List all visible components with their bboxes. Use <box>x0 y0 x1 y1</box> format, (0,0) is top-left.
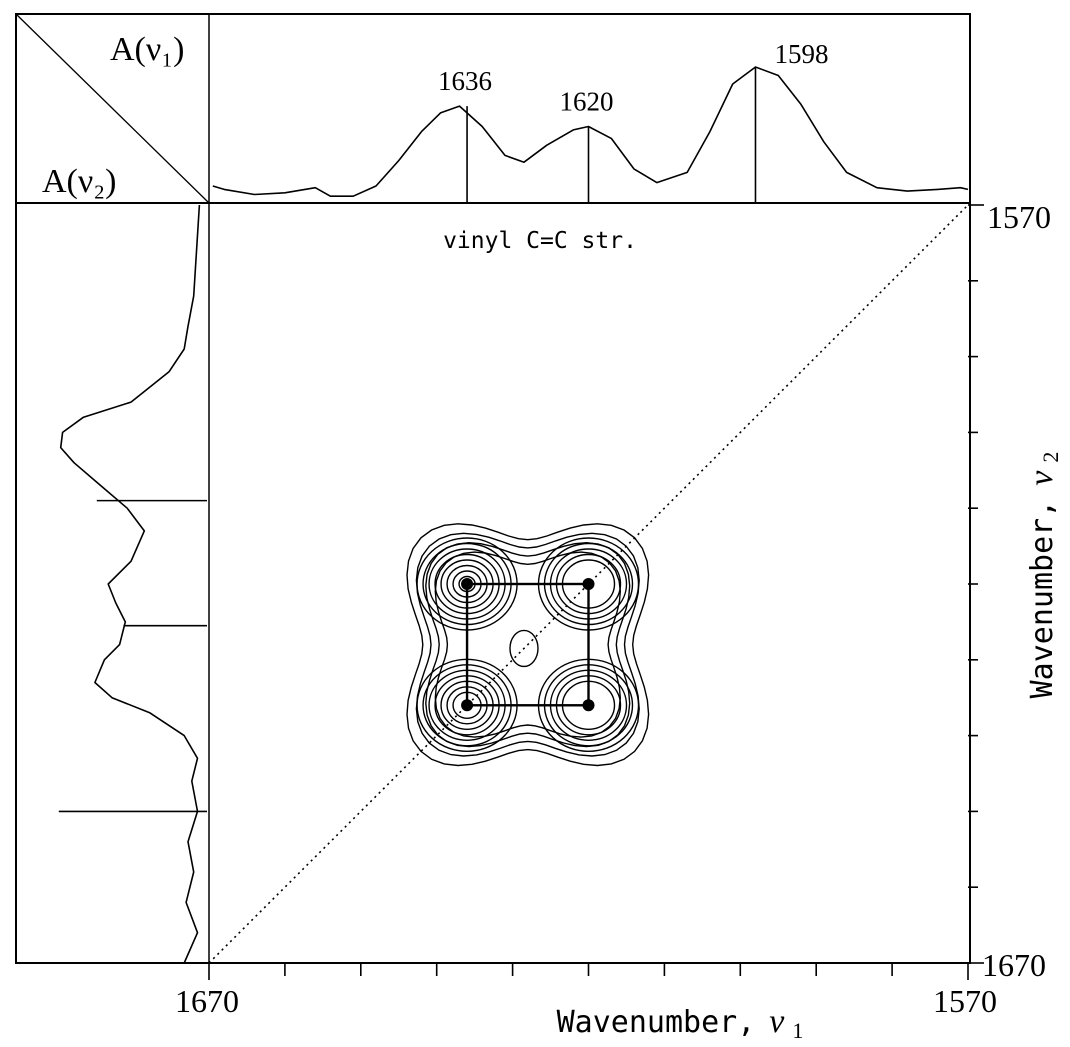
vinyl-annotation: vinyl C=C str. <box>443 228 637 254</box>
svg-text:A(ν₂): A(ν₂) <box>42 163 116 200</box>
corner-label-top: A(ν₁) <box>110 31 184 68</box>
contour-outer-ring <box>425 541 631 748</box>
y-axis-title: Wavenumber, ν 2 <box>1023 452 1063 699</box>
corner-diagonal <box>15 13 210 204</box>
svg-text:A(ν₁): A(ν₁) <box>110 31 184 68</box>
contour-outer-ring <box>406 523 650 767</box>
x-tick-label-1670: 1670 <box>175 983 239 1019</box>
top-peak-label: 1620 <box>560 87 614 117</box>
y-axis-ticks <box>968 204 984 964</box>
top-peak-label: 1636 <box>438 66 492 96</box>
y-tick-label-1570: 1570 <box>987 199 1051 235</box>
cross-peak-dot <box>582 699 595 712</box>
cross-peak-dot <box>461 699 474 712</box>
top-peak-label: 1598 <box>774 39 828 69</box>
y-tick-label-1670: 1670 <box>982 947 1046 983</box>
cross-peak-markers <box>461 578 595 712</box>
top-spectrum-line <box>212 66 969 197</box>
left-spectrum-line <box>59 204 201 964</box>
contour-center-spot <box>509 629 539 668</box>
cross-peak-dot <box>582 578 595 590</box>
contour-outer-ring <box>415 532 640 757</box>
x-axis-ticks <box>208 963 969 980</box>
corner-label-bottom: A(ν₂) <box>42 163 116 200</box>
contour-outer-ring <box>434 551 622 738</box>
x-axis-title: Wavenumber, ν 1 <box>557 1003 804 1043</box>
x-tick-label-1570: 1570 <box>933 983 997 1019</box>
cross-peak-rectangle <box>465 582 590 707</box>
left-spectrum <box>58 204 207 964</box>
outer-frame <box>15 13 971 964</box>
top-spectrum: 1636 1620 1598 <box>212 39 969 203</box>
cross-peak-dot <box>461 578 474 590</box>
